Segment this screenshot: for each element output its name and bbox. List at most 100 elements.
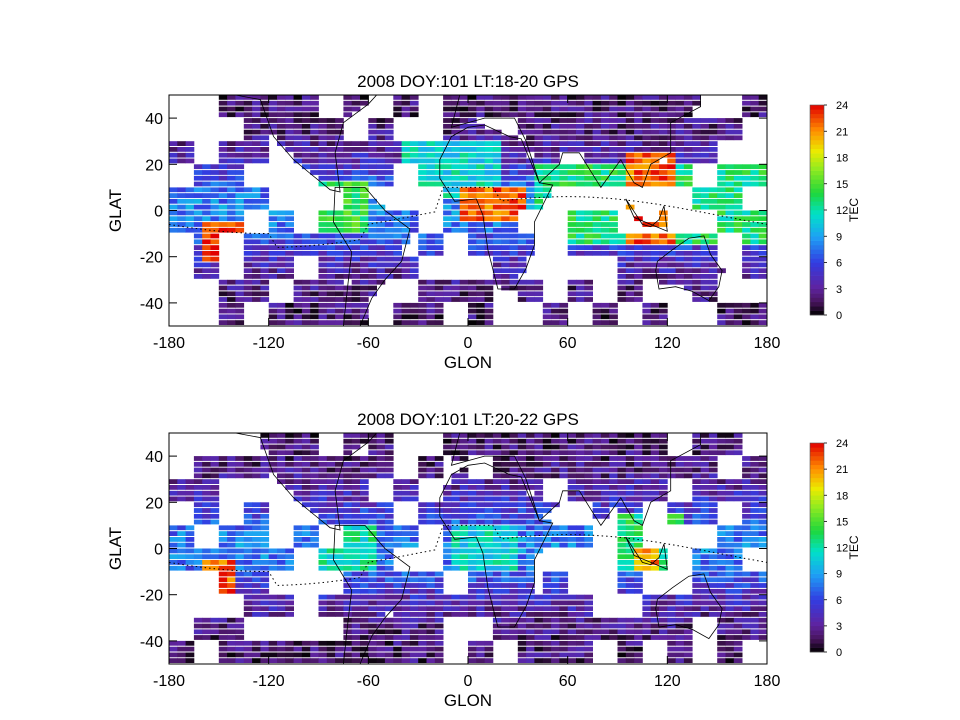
- tec-cell: [492, 233, 502, 239]
- tec-cell: [509, 502, 519, 508]
- tec-cell: [717, 623, 726, 629]
- tec-cell: [177, 496, 186, 502]
- tec-cell: [551, 147, 560, 152]
- tec-cell: [667, 640, 676, 646]
- colorbar-segment: [810, 508, 824, 513]
- tec-cell: [592, 123, 602, 129]
- tec-cell: [227, 164, 236, 170]
- tec-cell: [326, 473, 336, 479]
- tec-cell: [335, 612, 344, 617]
- tec-cell: [393, 525, 402, 531]
- tec-cell: [534, 485, 544, 490]
- tec-cell: [451, 112, 461, 118]
- tec-cell: [609, 308, 618, 314]
- tec-cell: [243, 606, 253, 612]
- tec-cell: [725, 646, 735, 652]
- tec-cell: [451, 473, 461, 479]
- tec-cell: [526, 612, 535, 617]
- tec-cell: [193, 467, 203, 473]
- tec-cell: [268, 438, 278, 444]
- tec-cell: [750, 262, 760, 268]
- tec-cell: [310, 314, 319, 320]
- tec-cell: [326, 519, 336, 525]
- tec-cell: [459, 129, 469, 135]
- tec-cell: [609, 152, 618, 158]
- tec-cell: [584, 612, 593, 617]
- tec-cell: [468, 554, 477, 560]
- tec-cell: [243, 297, 253, 302]
- tec-cell: [434, 279, 444, 285]
- tec-cell: [360, 147, 369, 152]
- tec-cell: [343, 629, 353, 635]
- tec-cell: [600, 123, 610, 129]
- tec-cell: [700, 479, 710, 484]
- tec-cell: [509, 245, 519, 250]
- tec-cell: [468, 175, 477, 181]
- colorbar-tick-label: 18: [836, 490, 848, 502]
- tec-cell: [542, 583, 552, 588]
- tec-cell: [268, 268, 278, 274]
- tec-cell: [476, 129, 485, 135]
- tec-cell: [468, 542, 477, 548]
- tec-cell: [169, 531, 178, 536]
- tec-cell: [210, 268, 220, 274]
- tec-cell: [451, 560, 461, 565]
- tec-cell: [725, 314, 735, 320]
- tec-cell: [567, 100, 577, 106]
- tec-cell: [401, 141, 411, 146]
- tec-cell: [434, 302, 444, 308]
- tec-cell: [692, 187, 701, 193]
- tec-cell: [277, 216, 286, 222]
- tec-cell: [509, 187, 519, 193]
- tec-cell: [343, 158, 353, 164]
- tec-cell: [252, 198, 261, 204]
- tec-cell: [501, 285, 510, 291]
- tec-cell: [708, 467, 718, 473]
- tec-cell: [717, 198, 726, 204]
- tec-cell: [659, 129, 668, 135]
- tec-cell: [517, 473, 527, 479]
- tec-cell: [451, 187, 461, 193]
- tec-cell: [692, 285, 701, 291]
- tec-cell: [177, 147, 186, 152]
- tec-cell: [517, 508, 527, 513]
- tec-cell: [285, 268, 294, 274]
- tec-cell: [227, 629, 236, 635]
- tec-cell: [517, 141, 527, 146]
- tec-cell: [683, 239, 693, 245]
- tec-cell: [268, 320, 278, 325]
- tec-cell: [185, 525, 195, 531]
- tec-cell: [260, 118, 270, 123]
- tec-cell: [468, 612, 477, 617]
- tec-cell: [260, 274, 270, 279]
- tec-cell: [252, 548, 261, 554]
- tec-cell: [750, 600, 760, 606]
- tec-cell: [692, 198, 701, 204]
- tec-cell: [459, 118, 469, 123]
- tec-cell: [376, 640, 386, 646]
- tec-cell: [733, 308, 743, 314]
- colorbar-segment: [810, 188, 824, 193]
- tec-cell: [360, 285, 369, 291]
- tec-cell: [443, 118, 452, 123]
- tec-cell: [634, 164, 643, 170]
- tec-cell: [559, 542, 569, 548]
- tec-cell: [243, 542, 253, 548]
- tec-cell: [301, 485, 311, 490]
- tec-cell: [318, 302, 328, 308]
- tec-cell: [733, 652, 743, 658]
- tec-cell: [476, 438, 485, 444]
- tec-cell: [443, 95, 452, 100]
- tec-cell: [600, 129, 610, 135]
- tec-cell: [393, 617, 402, 623]
- tec-cell: [551, 164, 560, 170]
- tec-cell: [376, 250, 386, 256]
- tec-cell: [451, 508, 461, 513]
- tec-cell: [368, 170, 377, 175]
- tec-cell: [567, 612, 577, 617]
- tec-cell: [717, 594, 726, 600]
- tec-cell: [584, 222, 593, 227]
- tec-cell: [418, 181, 427, 187]
- tec-cell: [376, 147, 386, 152]
- tec-cell: [675, 164, 685, 170]
